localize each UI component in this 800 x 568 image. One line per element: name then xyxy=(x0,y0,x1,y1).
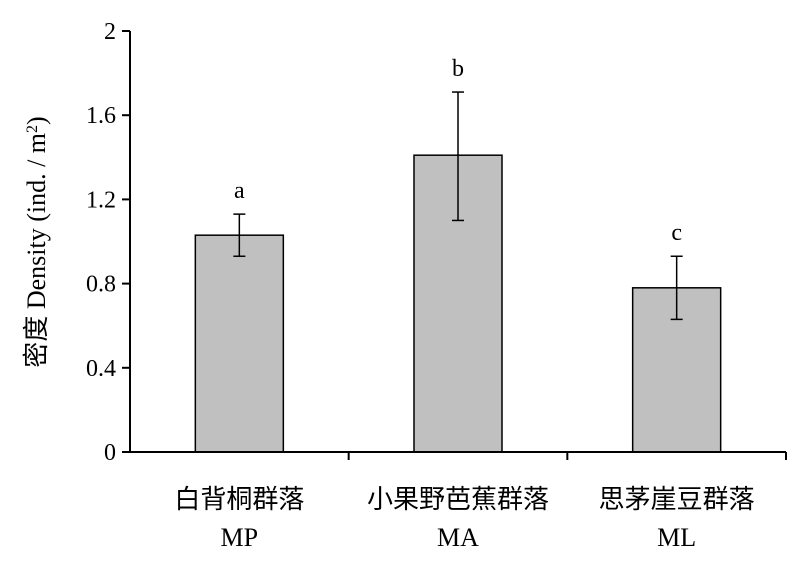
y-tick-label: 0 xyxy=(104,440,116,466)
y-tick-label: 1.2 xyxy=(86,187,116,213)
category-label-zh: 小果野芭蕉群落 xyxy=(367,485,549,514)
category-label-code: MA xyxy=(437,523,479,552)
category-label-code: MP xyxy=(221,523,259,552)
significance-label: a xyxy=(234,178,245,204)
category-label-zh: 思茅崖豆群落 xyxy=(599,485,755,514)
error-bar-MA xyxy=(452,91,464,222)
error-bar-ML xyxy=(670,255,683,321)
y-tick-label: 0.4 xyxy=(86,356,116,382)
bar-MP xyxy=(194,234,285,453)
significance-label: c xyxy=(671,220,682,246)
labels-layer: a 白背桐群落 MP b 小果野芭蕉群落 MA c 思茅崖豆群落 ML xyxy=(174,56,754,552)
significance-label: b xyxy=(452,56,464,82)
error-bar-MP xyxy=(233,213,246,257)
y-axis-label: 密度 Density (ind. / m2) xyxy=(22,116,51,367)
y-tick-label: 1.6 xyxy=(86,103,116,129)
y-tick-label: 2 xyxy=(104,19,116,45)
y-ticks-layer: 0 0.4 0.8 1.2 1.6 2 xyxy=(86,19,130,466)
x-ticks-layer xyxy=(347,452,787,460)
axes-layer xyxy=(129,31,786,453)
category-label-code: ML xyxy=(657,523,696,552)
category-label-zh: 白背桐群落 xyxy=(174,485,304,514)
y-tick-label: 0.8 xyxy=(86,272,116,298)
error-bars-layer xyxy=(233,91,683,321)
